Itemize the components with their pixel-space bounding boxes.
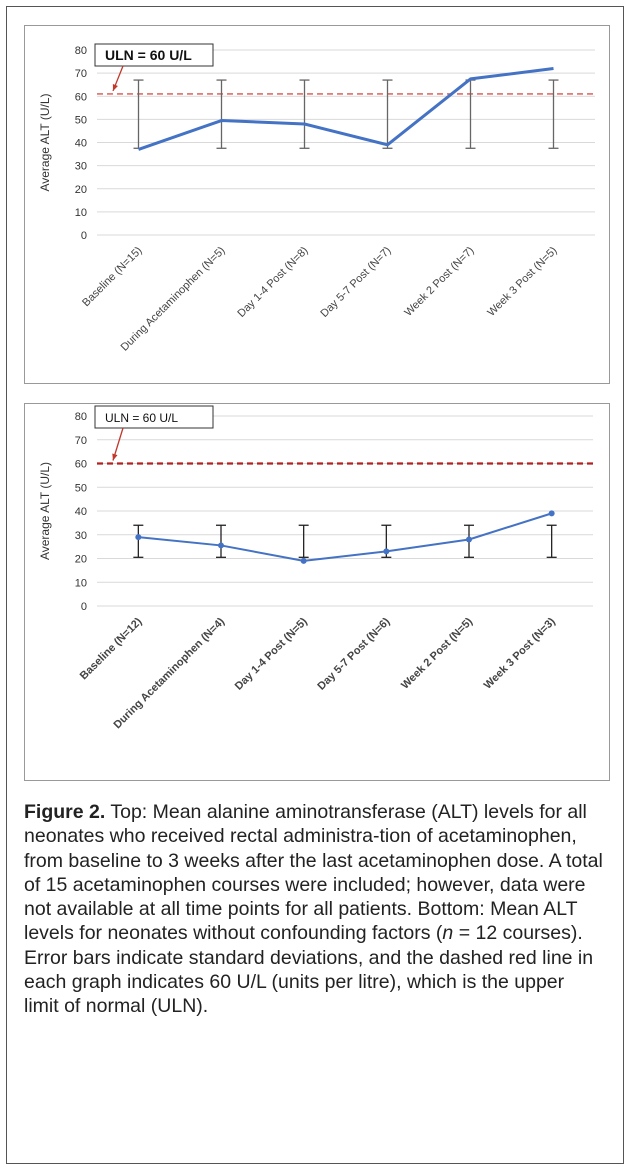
caption-text-part1: Top: Mean alanine aminotransferase (ALT)… [24, 801, 603, 945]
x-tick-label: Baseline (N=15) [80, 245, 144, 309]
uln-arrow-head [112, 83, 118, 91]
x-tick-label: Day 5-7 Post (N=6) [315, 615, 392, 692]
y-tick-label: 70 [75, 68, 87, 80]
y-tick-label: 10 [75, 577, 87, 589]
series-line [138, 512, 552, 562]
y-tick-label: 60 [75, 91, 87, 103]
data-point [218, 542, 224, 549]
y-tick-label: 50 [75, 482, 87, 494]
x-tick-label: Baseline (N=12) [78, 615, 145, 682]
y-tick-label: 0 [81, 230, 87, 242]
x-tick-label: Day 5-7 Post (N=7) [318, 245, 393, 320]
data-point [548, 510, 555, 517]
figure-frame: 0 10 20 30 40 50 60 70 80 Average ALT (U/L) Baseli… [6, 6, 624, 1164]
y-tick-label: 20 [75, 554, 87, 566]
bottom-chart-panel: 0 10 20 30 40 50 60 70 80 Average ALT (U/L) Baseli… [24, 403, 610, 781]
caption-label: Figure 2. [24, 801, 106, 823]
y-tick-label: 40 [75, 506, 87, 518]
y-tick-label: 70 [75, 435, 87, 447]
y-tick-label: 60 [75, 459, 87, 471]
x-tick-label: Day 1-4 Post (N=8) [235, 245, 310, 320]
data-point [135, 534, 142, 541]
y-tick-label: 30 [75, 161, 87, 173]
y-axis-label: Average ALT (U/L) [38, 93, 52, 191]
uln-callout-box [94, 43, 214, 67]
y-tick-label: 10 [75, 207, 87, 219]
x-tick-label: Week 3 Post (N=5) [485, 245, 559, 319]
series-line [138, 67, 554, 151]
x-tick-label: Week 2 Post (N=7) [402, 245, 476, 319]
uln-callout-label: ULN = 60 U/L [105, 411, 178, 425]
uln-callout-box [94, 405, 214, 429]
x-tick-label: Day 1-4 Post (N=5) [233, 615, 310, 692]
x-tick-label: Week 2 Post (N=5) [399, 615, 475, 691]
y-tick-label: 50 [75, 114, 87, 126]
caption-text-part2: = 12 courses). Error bars indicate stand… [24, 922, 594, 1018]
data-point [383, 548, 390, 555]
y-tick-label: 80 [75, 45, 87, 57]
figure-caption: Figure 2. Top: Mean alanine aminotransfe… [24, 800, 604, 1019]
y-tick-label: 40 [75, 138, 87, 150]
y-axis-label: Average ALT (U/L) [38, 462, 52, 560]
y-tick-label: 80 [75, 411, 87, 423]
bottom-alt-chart: 0 10 20 30 40 50 60 70 80 Average ALT (U/L) Baseli… [38, 405, 593, 731]
data-point [300, 557, 307, 564]
y-tick-label: 20 [75, 184, 87, 196]
y-tick-label: 30 [75, 530, 87, 542]
x-tick-label: Week 3 Post (N=3) [482, 615, 558, 691]
caption-n-symbol: n [442, 922, 454, 945]
uln-arrow-head [112, 453, 118, 461]
top-chart-panel: 0 10 20 30 40 50 60 70 80 Average ALT (U/L) Baseli… [24, 25, 610, 384]
y-tick-label: 0 [81, 601, 87, 613]
data-point [466, 536, 472, 543]
top-alt-chart: 0 10 20 30 40 50 60 70 80 Average ALT (U/L) Baseli… [38, 43, 595, 354]
uln-callout-label: ULN = 60 U/L [105, 47, 192, 63]
